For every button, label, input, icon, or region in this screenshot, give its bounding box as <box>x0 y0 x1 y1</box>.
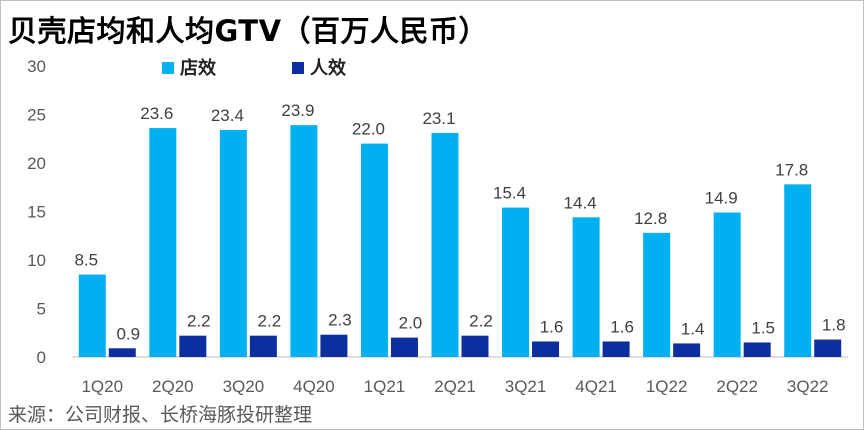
x-tick-label: 2Q21 <box>434 377 476 396</box>
bar-store <box>643 232 671 357</box>
y-tick-label: 20 <box>27 154 46 173</box>
bar-store <box>431 132 459 357</box>
data-label: 8.5 <box>74 251 98 270</box>
bar-store <box>219 130 247 357</box>
data-label: 2.2 <box>258 312 282 331</box>
y-tick-label: 10 <box>27 251 46 270</box>
y-tick-label: 0 <box>37 348 46 367</box>
bar-store <box>572 217 600 357</box>
data-label: 0.9 <box>116 324 140 343</box>
x-tick-label: 3Q20 <box>223 377 265 396</box>
y-tick-label: 5 <box>37 300 46 319</box>
bar-agent <box>390 337 418 357</box>
legend-label: 人效 <box>310 57 347 79</box>
x-tick-label: 1Q22 <box>646 377 688 396</box>
bar-agent <box>461 335 489 357</box>
bar-agent <box>320 334 348 357</box>
data-label: 1.6 <box>540 317 564 336</box>
data-label: 17.8 <box>775 160 808 179</box>
legend-swatch <box>292 62 304 74</box>
y-tick-label: 15 <box>27 203 46 222</box>
bar-agent <box>249 335 277 357</box>
data-label: 1.4 <box>681 319 705 338</box>
bar-agent <box>673 343 701 357</box>
bar-agent <box>532 341 560 357</box>
y-tick-label: 30 <box>27 57 46 76</box>
source-note: 来源：公司财报、长桥海豚投研整理 <box>8 404 313 426</box>
data-label: 14.9 <box>705 188 738 207</box>
chart-title: 贝壳店均和人均GTV（百万人民币） <box>8 14 489 48</box>
data-label: 2.0 <box>399 314 423 333</box>
legend-swatch <box>162 62 174 74</box>
x-tick-label: 1Q20 <box>81 377 123 396</box>
data-label: 23.1 <box>422 109 455 128</box>
data-label: 2.2 <box>187 312 211 331</box>
data-label: 12.8 <box>634 209 667 228</box>
bar-store <box>713 212 741 357</box>
x-tick-label: 2Q22 <box>716 377 758 396</box>
data-label: 23.4 <box>211 106 244 125</box>
legend-label: 店效 <box>180 57 217 79</box>
y-tick-label: 25 <box>27 106 46 125</box>
x-tick-label: 2Q20 <box>152 377 194 396</box>
bar-agent <box>743 342 771 357</box>
x-tick-label: 4Q21 <box>575 377 617 396</box>
bar-store <box>502 207 530 357</box>
bar-store <box>784 184 812 357</box>
bar-agent <box>602 341 630 357</box>
bar-agent <box>179 335 207 357</box>
x-tick-label: 3Q21 <box>505 377 547 396</box>
bar-store <box>78 274 106 357</box>
data-label: 1.5 <box>751 318 775 337</box>
x-tick-label: 1Q21 <box>364 377 406 396</box>
data-label: 23.6 <box>140 104 173 123</box>
data-label: 14.4 <box>564 193 597 212</box>
x-tick-label: 4Q20 <box>293 377 335 396</box>
data-label: 1.8 <box>822 316 846 335</box>
bar-store <box>360 143 388 357</box>
data-label: 23.9 <box>281 101 314 120</box>
bar-agent <box>814 339 842 357</box>
bar-store <box>149 128 177 357</box>
data-label: 2.3 <box>328 311 352 330</box>
data-label: 22.0 <box>352 120 385 139</box>
data-label: 2.2 <box>469 312 493 331</box>
bar-store <box>290 125 318 357</box>
bar-agent <box>108 348 136 357</box>
data-label: 1.6 <box>610 317 634 336</box>
data-label: 15.4 <box>493 184 526 203</box>
x-tick-label: 3Q22 <box>787 377 829 396</box>
